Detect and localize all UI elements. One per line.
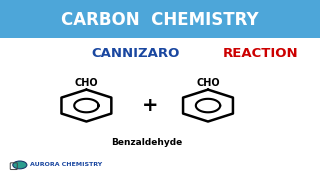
Text: +: + [142, 96, 159, 115]
Text: Benzaldehyde: Benzaldehyde [112, 138, 183, 147]
Text: CANNIZARO: CANNIZARO [91, 47, 180, 60]
Text: CANNIZARO REACTION: CANNIZARO REACTION [76, 47, 244, 60]
Circle shape [13, 161, 27, 169]
Text: CARBON  CHEMISTRY: CARBON CHEMISTRY [61, 11, 259, 29]
Text: CHO: CHO [196, 78, 220, 88]
Text: REACTION: REACTION [222, 47, 298, 60]
Text: CHO: CHO [75, 78, 98, 88]
Text: AURORA CHEMISTRY: AURORA CHEMISTRY [30, 162, 103, 167]
FancyBboxPatch shape [0, 0, 320, 38]
